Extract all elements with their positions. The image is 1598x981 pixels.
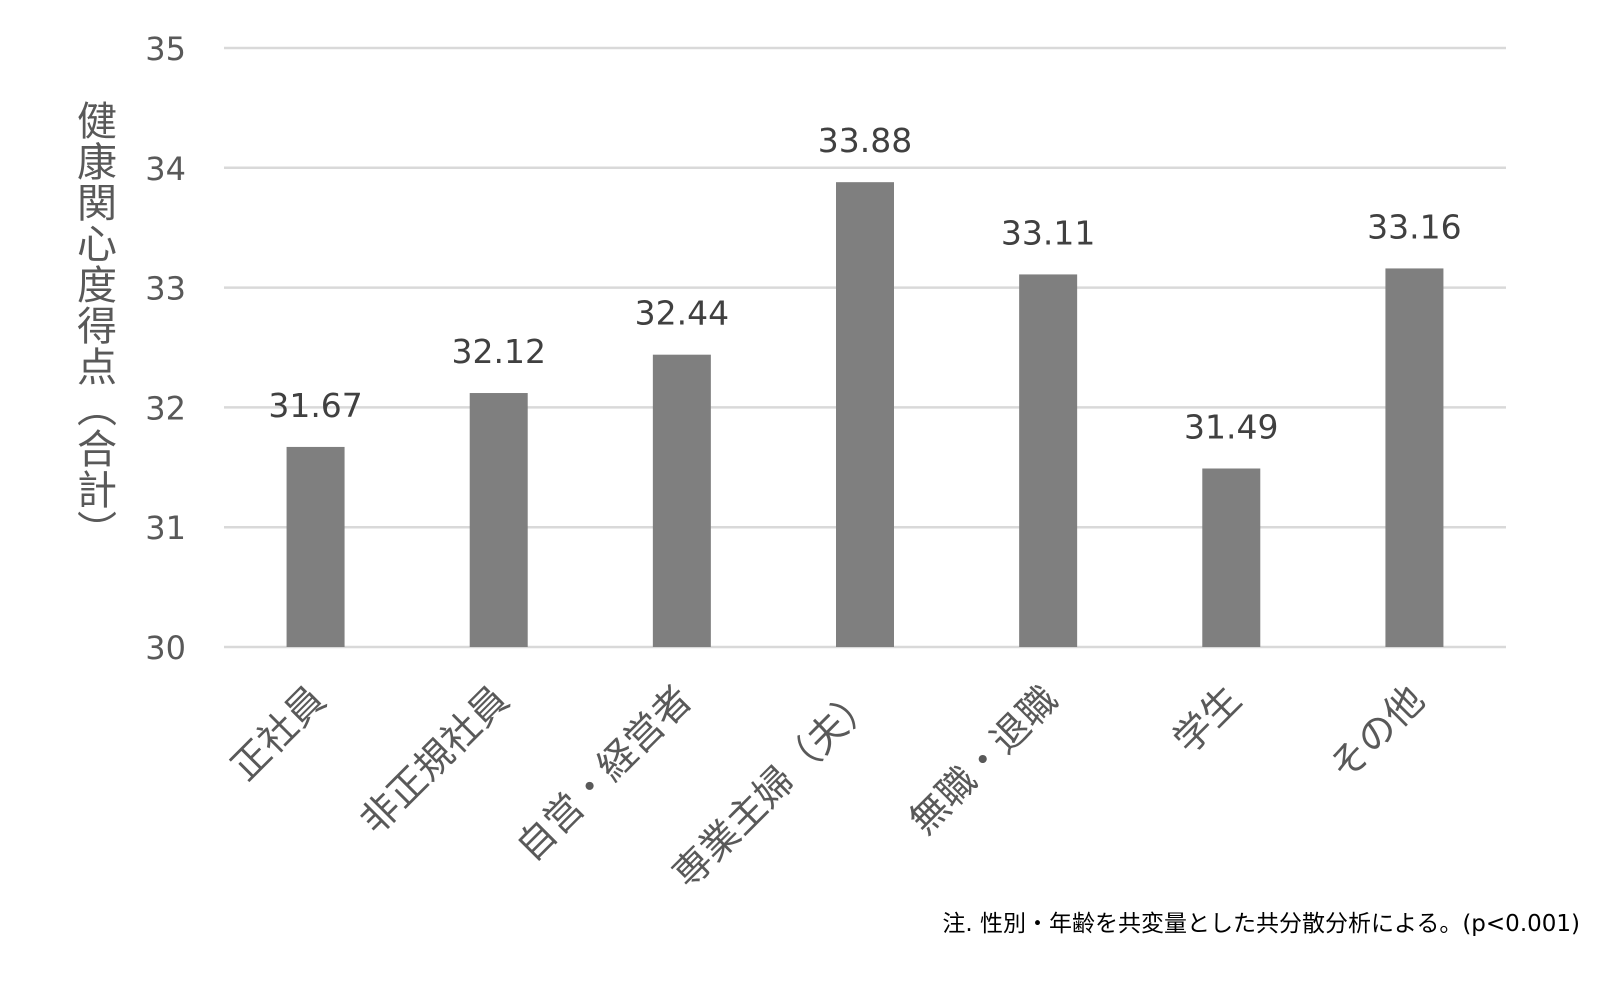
bar (1019, 274, 1078, 647)
y-tick-label: 30 (145, 629, 186, 667)
x-tick-label: 非正規社員 (352, 677, 517, 842)
y-tick-label: 33 (145, 270, 186, 308)
bars (286, 182, 1444, 647)
bar (652, 354, 711, 647)
chart-footnote: 注. 性別・年齢を共変量とした共分散分析による。(p<0.001) (942, 911, 1580, 937)
y-tick-label: 32 (145, 389, 186, 427)
bar (286, 446, 345, 647)
y-axis-title: 健康関心度得点（合計） (70, 100, 116, 551)
y-axis-ticks: 30 31 32 33 34 35 (145, 30, 186, 667)
data-label: 33.16 (1367, 207, 1461, 246)
data-label: 32.44 (635, 294, 729, 333)
x-tick-label: 自営・経営者 (508, 677, 700, 869)
x-tick-label: その他 (1321, 677, 1433, 789)
x-tick-label: 正社員 (222, 677, 334, 789)
data-label: 32.12 (451, 332, 545, 371)
data-labels: 31.67 32.12 32.44 33.88 33.11 31.49 33.16 (268, 121, 1461, 446)
bar (1202, 468, 1261, 647)
bar (1385, 268, 1444, 647)
y-tick-label: 34 (145, 150, 186, 188)
y-tick-label: 31 (145, 509, 186, 547)
x-tick-label: 学生 (1165, 677, 1250, 762)
data-label: 33.88 (818, 121, 912, 160)
bar (469, 393, 528, 647)
y-tick-label: 35 (145, 30, 186, 68)
data-label: 33.11 (1001, 213, 1095, 252)
data-label: 31.67 (268, 386, 362, 425)
data-label: 31.49 (1184, 407, 1278, 446)
x-tick-label: 無職・退職 (901, 677, 1066, 842)
bar (836, 182, 894, 647)
